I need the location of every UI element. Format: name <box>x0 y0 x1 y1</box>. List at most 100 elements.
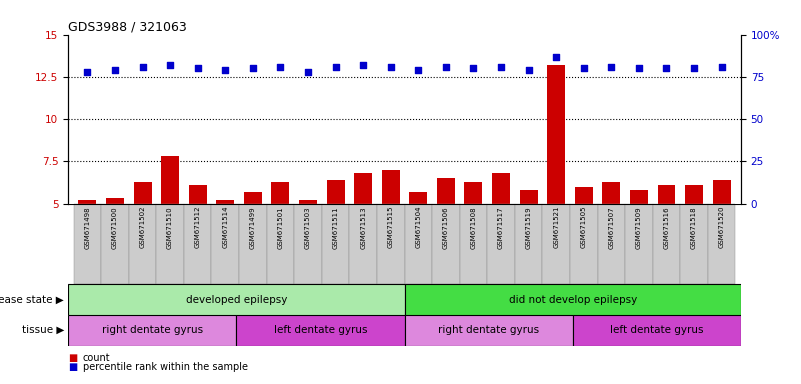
Text: GSM671515: GSM671515 <box>388 206 394 248</box>
Text: GSM671507: GSM671507 <box>608 206 614 248</box>
Point <box>660 65 673 71</box>
Text: GSM671510: GSM671510 <box>167 206 173 248</box>
Point <box>633 65 646 71</box>
Bar <box>460 204 487 284</box>
Bar <box>156 204 184 284</box>
Bar <box>189 185 207 204</box>
Text: did not develop epilepsy: did not develop epilepsy <box>509 295 637 305</box>
Text: disease state ▶: disease state ▶ <box>0 295 64 305</box>
Bar <box>349 204 377 284</box>
Point <box>109 67 122 73</box>
Bar <box>244 192 262 204</box>
Bar <box>515 204 542 284</box>
Bar <box>602 182 620 204</box>
Bar <box>570 204 598 284</box>
Text: GSM671509: GSM671509 <box>636 206 642 248</box>
Bar <box>492 173 510 204</box>
Bar <box>658 185 675 204</box>
Point <box>522 67 535 73</box>
Bar <box>354 173 372 204</box>
Bar <box>598 204 625 284</box>
Bar <box>134 182 151 204</box>
Point <box>715 64 728 70</box>
Bar <box>520 190 537 204</box>
Point <box>440 64 453 70</box>
Bar <box>547 65 566 204</box>
Point <box>384 64 397 70</box>
Text: left dentate gyrus: left dentate gyrus <box>274 325 367 335</box>
Bar <box>216 200 234 204</box>
Bar <box>239 204 267 284</box>
Point <box>578 65 590 71</box>
Text: ■: ■ <box>68 362 78 372</box>
Point <box>191 65 204 71</box>
Point <box>412 67 425 73</box>
Bar <box>432 204 460 284</box>
Bar <box>708 204 735 284</box>
Point <box>163 62 176 68</box>
Bar <box>211 204 239 284</box>
Bar <box>327 180 344 204</box>
Point <box>329 64 342 70</box>
Point <box>274 64 287 70</box>
Point <box>219 67 231 73</box>
Bar <box>713 180 731 204</box>
Bar <box>184 204 211 284</box>
Bar <box>685 185 703 204</box>
Point <box>549 53 562 60</box>
Text: ■: ■ <box>68 353 78 363</box>
Point <box>247 65 260 71</box>
Bar <box>575 187 593 204</box>
Text: GSM671516: GSM671516 <box>663 206 670 248</box>
Bar <box>382 170 400 204</box>
Text: GSM671499: GSM671499 <box>250 206 256 248</box>
Bar <box>161 156 179 204</box>
Text: GSM671511: GSM671511 <box>332 206 339 248</box>
Bar <box>101 204 129 284</box>
Text: GSM671508: GSM671508 <box>470 206 477 248</box>
Bar <box>74 204 101 284</box>
Text: GSM671519: GSM671519 <box>525 206 532 248</box>
Bar <box>630 190 648 204</box>
Bar <box>405 204 432 284</box>
Text: GSM671506: GSM671506 <box>443 206 449 248</box>
Text: right dentate gyrus: right dentate gyrus <box>438 325 539 335</box>
Point <box>302 69 315 75</box>
Point <box>494 64 507 70</box>
Bar <box>409 192 427 204</box>
Bar <box>625 204 653 284</box>
Bar <box>405 284 741 315</box>
Point <box>605 64 618 70</box>
Bar <box>465 182 482 204</box>
Bar <box>653 204 680 284</box>
Text: percentile rank within the sample: percentile rank within the sample <box>83 362 248 372</box>
Point <box>81 69 94 75</box>
Text: GSM671520: GSM671520 <box>718 206 725 248</box>
Text: GSM671517: GSM671517 <box>498 206 504 248</box>
Bar <box>68 315 236 346</box>
Bar <box>299 200 317 204</box>
Text: developed epilepsy: developed epilepsy <box>186 295 287 305</box>
Bar <box>294 204 322 284</box>
Text: GSM671500: GSM671500 <box>112 206 118 248</box>
Text: GSM671513: GSM671513 <box>360 206 366 248</box>
Bar <box>437 178 455 204</box>
Text: GSM671501: GSM671501 <box>277 206 284 248</box>
Text: GSM671503: GSM671503 <box>305 206 311 248</box>
Text: tissue ▶: tissue ▶ <box>22 325 64 335</box>
Text: GSM671505: GSM671505 <box>581 206 587 248</box>
Text: GSM671504: GSM671504 <box>415 206 421 248</box>
Bar <box>405 315 573 346</box>
Point <box>687 65 700 71</box>
Point <box>356 62 369 68</box>
Bar <box>106 199 124 204</box>
Text: count: count <box>83 353 110 363</box>
Point <box>467 65 480 71</box>
Bar <box>267 204 294 284</box>
Bar <box>272 182 289 204</box>
Bar <box>68 284 405 315</box>
Text: right dentate gyrus: right dentate gyrus <box>102 325 203 335</box>
Text: left dentate gyrus: left dentate gyrus <box>610 325 703 335</box>
Bar <box>487 204 515 284</box>
Text: GSM671521: GSM671521 <box>553 206 559 248</box>
